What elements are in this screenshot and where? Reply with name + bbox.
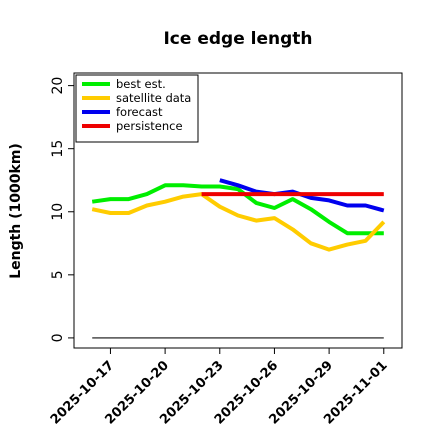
series-line-satellite-data: [91, 192, 386, 252]
y-tick-label: 15: [50, 140, 66, 158]
x-axis-ticks: 2025-10-172025-10-202025-10-232025-10-26…: [48, 348, 391, 428]
legend-label: persistence: [116, 119, 183, 133]
legend-label: satellite data: [116, 91, 191, 105]
legend-label: best est.: [116, 77, 166, 91]
y-axis-label: Length (1000km): [8, 143, 24, 279]
y-axis-ticks: 0 5 10 15 20: [50, 77, 74, 342]
plot-area: [73, 72, 403, 349]
y-tick-label: 5: [50, 270, 66, 279]
plot-frame: [73, 72, 403, 349]
y-tick-label: 10: [50, 203, 66, 221]
chart-title: Ice edge length: [163, 29, 312, 49]
legend: best est.satellite dataforecastpersisten…: [75, 74, 199, 143]
legend-label: forecast: [116, 105, 163, 119]
y-tick-label: 20: [50, 77, 66, 95]
y-tick-label: 0: [50, 333, 66, 342]
series-line-best-est-: [91, 183, 384, 236]
legend-box: [75, 74, 199, 143]
